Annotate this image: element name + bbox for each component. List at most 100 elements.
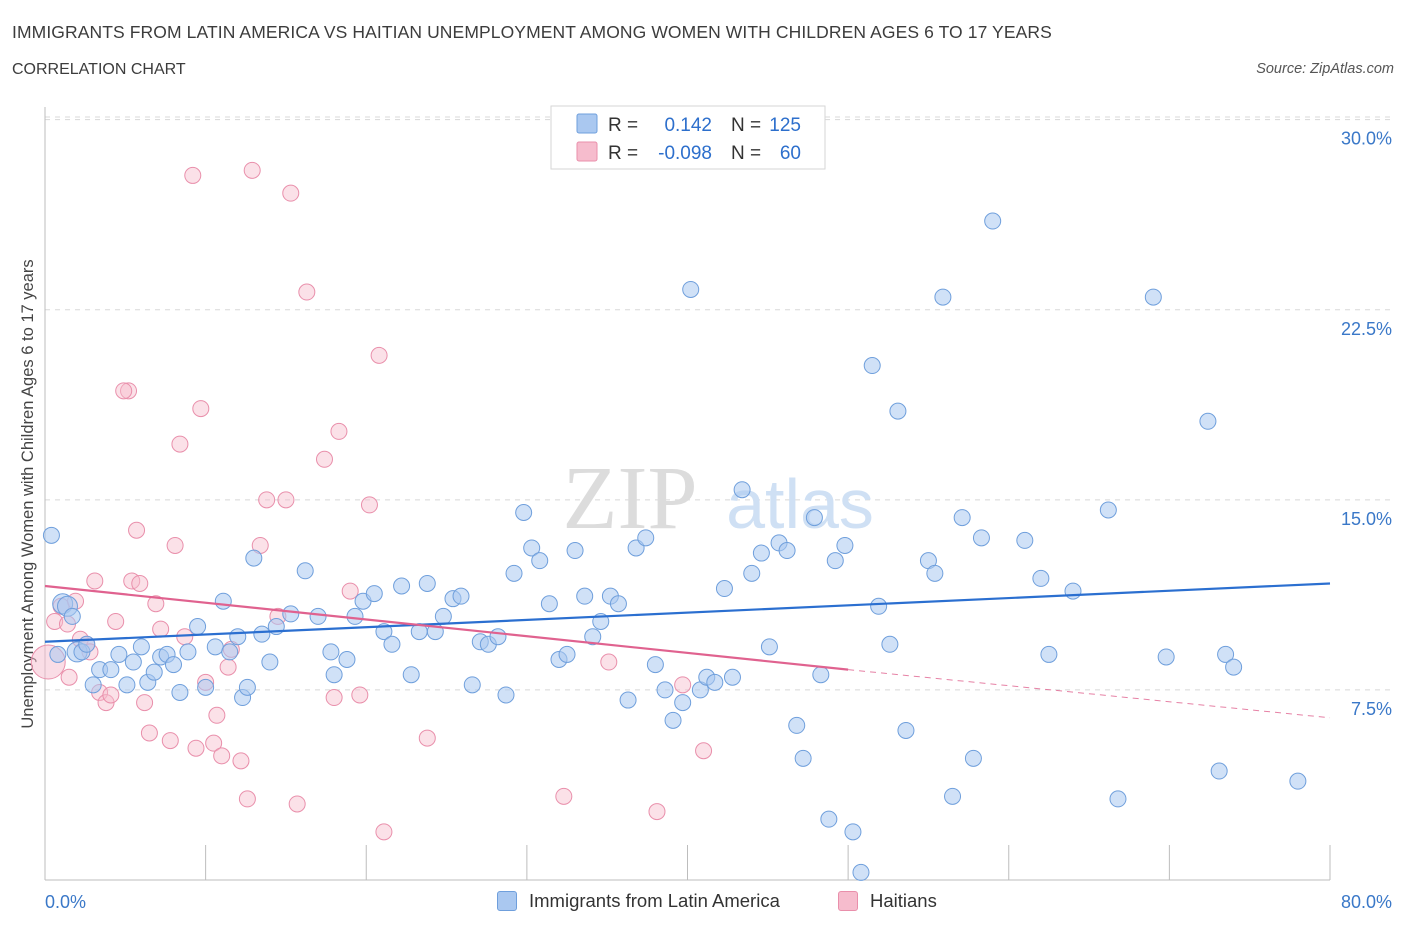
haitians-point <box>648 803 666 821</box>
haitians-point <box>205 734 223 752</box>
latin-america-point <box>752 544 770 562</box>
haitians-point <box>213 747 231 765</box>
haitians-point <box>243 161 261 179</box>
legend-swatch-haitians <box>838 891 858 911</box>
x-tick-label: 80.0% <box>1341 892 1392 912</box>
x-tick-label: 0.0% <box>45 892 86 912</box>
haitians-point <box>351 686 369 704</box>
haitians-point <box>184 166 202 184</box>
latin-america-point <box>1157 648 1175 666</box>
haitians-point <box>136 694 154 712</box>
latin-america-point <box>964 749 982 767</box>
legend-swatch-latin-america <box>497 891 517 911</box>
latin-america-point <box>984 212 1002 230</box>
latin-america-point <box>674 694 692 712</box>
haitians-point <box>115 382 133 400</box>
latin-america-point <box>566 542 584 560</box>
watermark-zip: ZIP <box>563 449 698 548</box>
stats-legend-blue-swatch <box>576 113 598 134</box>
haitians-point <box>46 612 64 630</box>
latin-america-point <box>110 645 128 663</box>
y-tick-label: 30.0% <box>1341 129 1392 149</box>
latin-america-point <box>145 663 163 681</box>
latin-america-point <box>820 810 838 828</box>
haitians-point <box>171 435 189 453</box>
latin-america-point <box>221 643 239 661</box>
latin-america-point <box>723 668 741 686</box>
latin-america-point <box>489 628 507 646</box>
latin-america-point <box>609 595 627 613</box>
latin-america-point <box>619 691 637 709</box>
haitians-point <box>208 706 226 724</box>
latin-america-point <box>584 628 602 646</box>
watermark-atlas: atlas <box>726 465 874 543</box>
y-tick-label: 15.0% <box>1341 509 1392 529</box>
latin-america-point <box>214 592 232 610</box>
latin-america-point <box>558 645 576 663</box>
latin-america-point <box>926 564 944 582</box>
latin-america-point <box>576 587 594 605</box>
latin-america-point <box>863 357 881 375</box>
latin-america-point <box>206 638 224 656</box>
latin-america-point <box>637 529 655 547</box>
haitians-point <box>232 752 250 770</box>
haitians-point <box>140 724 158 742</box>
y-axis-label: Unemployment Among Women with Children A… <box>19 259 37 728</box>
latin-america-point <box>63 607 81 625</box>
watermark: ZIP atlas <box>563 449 874 548</box>
legend-item-haitians[interactable]: Haitians <box>838 890 937 912</box>
haitians-point <box>120 382 138 400</box>
latin-america-point <box>365 585 383 603</box>
haitians-point <box>695 742 713 760</box>
latin-america-point <box>189 618 207 636</box>
latin-america-point <box>238 678 256 696</box>
latin-america-point <box>972 529 990 547</box>
latin-america-point <box>944 787 962 805</box>
haitians-point <box>152 620 170 638</box>
latin-america-point <box>646 656 664 674</box>
latin-america-point <box>1032 569 1050 587</box>
haitians-point <box>375 823 393 841</box>
latin-america-point <box>434 607 452 625</box>
stats-legend: R = 0.142 N = 125 R = -0.098 N = 60 <box>550 105 826 170</box>
haitians-point <box>192 400 210 418</box>
latin-america-point <box>338 651 356 669</box>
stats-n-label-pink: N = <box>731 143 761 164</box>
latin-america-point <box>1217 645 1235 663</box>
latin-america-point <box>452 587 470 605</box>
latin-america-point <box>505 564 523 582</box>
latin-america-point <box>664 711 682 729</box>
haitians-point <box>555 787 573 805</box>
latin-america-point <box>1199 412 1217 430</box>
haitians-point <box>418 729 436 747</box>
latin-america-point <box>102 661 120 679</box>
latin-america-point <box>743 564 761 582</box>
latin-america-point <box>245 549 263 567</box>
latin-america-point <box>253 625 271 643</box>
latin-america-point <box>418 574 436 592</box>
latin-america-point <box>383 635 401 653</box>
stats-n-label-blue: N = <box>731 115 761 136</box>
stats-n-value-blue: 125 <box>769 115 801 136</box>
latin-america-point <box>309 607 327 625</box>
latin-america-point <box>1016 531 1034 549</box>
haitians-point <box>315 450 333 468</box>
latin-america-point <box>118 676 136 694</box>
latin-america-point <box>852 863 870 881</box>
y-tick-label: 7.5% <box>1351 699 1392 719</box>
latin-america-point <box>778 542 796 560</box>
axes <box>44 107 1331 881</box>
source-label: Source: ZipAtlas.com <box>1256 61 1394 77</box>
y-tick-label: 22.5% <box>1341 319 1392 339</box>
legend-item-latin-america[interactable]: Immigrants from Latin America <box>497 890 780 912</box>
latin-america-point <box>805 509 823 527</box>
trend-lines <box>44 582 1331 719</box>
latin-america-point <box>844 823 862 841</box>
latin-america-point <box>229 628 247 646</box>
latin-america-point <box>523 539 541 557</box>
haitians-point <box>360 496 378 514</box>
stats-legend-pink-swatch <box>576 141 598 162</box>
chart-title: IMMIGRANTS FROM LATIN AMERICA VS HAITIAN… <box>12 22 1052 42</box>
latin-america-point <box>346 607 364 625</box>
series-haitians-points <box>30 161 713 841</box>
